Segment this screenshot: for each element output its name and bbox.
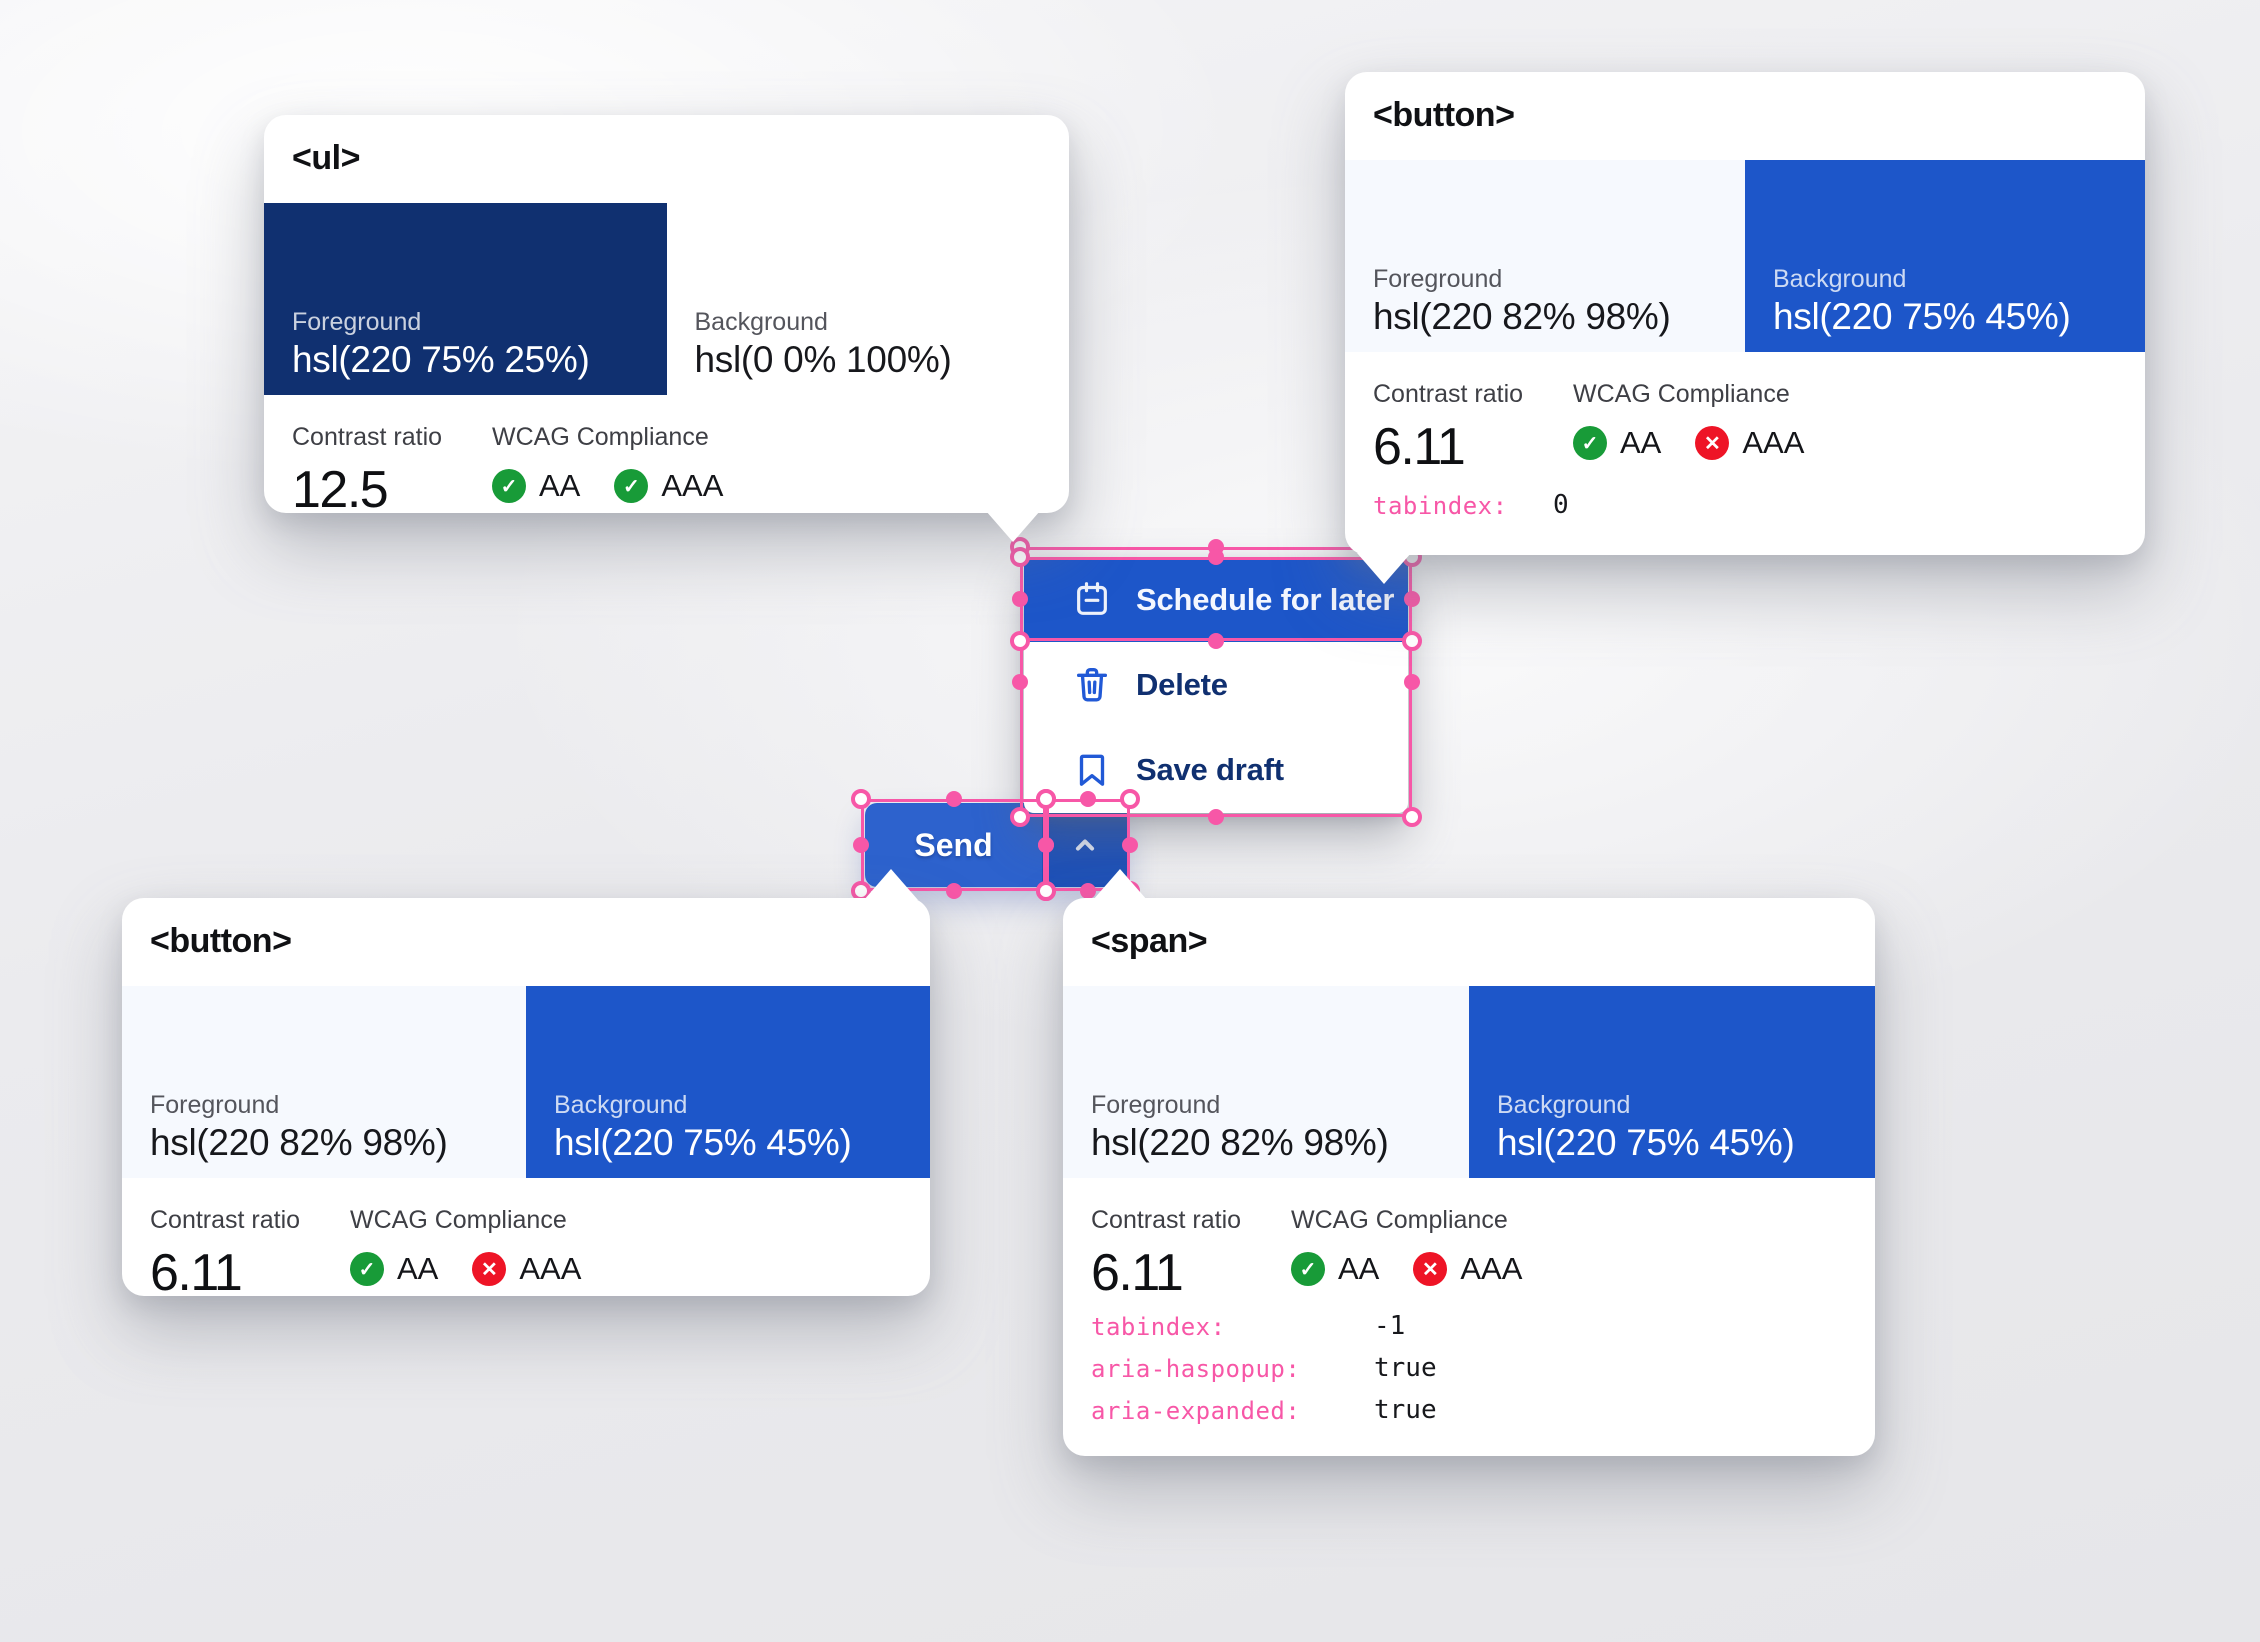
selection-handle[interactable] <box>1010 631 1030 651</box>
selection-handle[interactable] <box>1208 549 1224 565</box>
selection-handle[interactable] <box>851 789 871 809</box>
selection-handle[interactable] <box>1036 789 1056 809</box>
tooltip-arrow <box>1357 553 1411 584</box>
menu-item-delete[interactable]: Delete <box>1024 642 1408 727</box>
menu-item-schedule-for-later[interactable]: Schedule for later <box>1024 557 1408 643</box>
chevron-up-icon <box>1068 828 1102 862</box>
tooltip-arrow <box>864 869 918 900</box>
selection-handle[interactable] <box>1080 883 1096 899</box>
selection-handle[interactable] <box>1404 674 1420 690</box>
a11y-tooltip-card-span: <span> Foreground hsl(220 82% 98%) Backg… <box>1063 869 1875 1456</box>
menu-item-label: Schedule for later <box>1136 581 1395 617</box>
menu-item-label: Save draft <box>1136 752 1284 788</box>
contrast-metrics: Contrast ratio 6.11 WCAG Compliance ✓ AA… <box>1091 1206 1523 1302</box>
contrast-metrics: Contrast ratio 6.11 WCAG Compliance ✓ AA… <box>1373 380 1805 476</box>
aa-pass-icon: ✓ <box>1291 1252 1325 1286</box>
aria-attributes: tabindex: 0 <box>1373 490 2117 534</box>
aa-pass-icon: ✓ <box>492 469 526 503</box>
element-tag: <button> <box>1373 96 1515 134</box>
selection-handle[interactable] <box>1012 674 1028 690</box>
send-options-menu: Schedule for later Delete Save draft <box>1024 557 1408 813</box>
attribute-row: tabindex: -1 <box>1091 1311 1406 1341</box>
element-tag: <button> <box>150 922 292 960</box>
contrast-ratio-value: 6.11 <box>1091 1244 1184 1302</box>
foreground-swatch: Foreground hsl(220 75% 25%) <box>264 203 667 395</box>
a11y-tooltip-card-ul: <ul> Foreground hsl(220 75% 25%) Backgro… <box>264 115 1069 542</box>
selection-handle[interactable] <box>945 883 962 899</box>
trash-icon <box>1072 665 1112 705</box>
contrast-ratio-value: 6.11 <box>1373 418 1466 476</box>
selection-handle[interactable] <box>1010 807 1030 827</box>
selection-handle[interactable] <box>945 791 962 807</box>
aaa-fail-icon: ✕ <box>472 1252 507 1286</box>
element-tag: <span> <box>1091 922 1208 960</box>
selection-handle[interactable] <box>1036 881 1056 901</box>
foreground-swatch: Foreground hsl(220 82% 98%) <box>1063 986 1469 1178</box>
aa-pass-icon: ✓ <box>1573 426 1607 460</box>
color-swatches: Foreground hsl(220 82% 98%) Background h… <box>1345 160 2145 352</box>
attribute-row: tabindex: 0 <box>1373 490 1569 520</box>
color-swatches: Foreground hsl(220 82% 98%) Background h… <box>1063 986 1875 1178</box>
selection-handle[interactable] <box>1122 837 1138 853</box>
tooltip-arrow <box>1093 869 1147 900</box>
bookmark-icon <box>1072 750 1112 790</box>
attribute-row: aria-expanded: true <box>1091 1395 1437 1425</box>
menu-item-label: Delete <box>1136 666 1228 702</box>
calendar-icon <box>1072 580 1112 620</box>
aaa-fail-icon: ✕ <box>1695 426 1730 460</box>
tooltip-arrow <box>986 511 1040 542</box>
selection-handle[interactable] <box>853 837 869 853</box>
send-button-label: Send <box>914 826 993 863</box>
aaa-fail-icon: ✕ <box>1413 1252 1448 1286</box>
selection-handle[interactable] <box>1080 791 1096 807</box>
selection-handle[interactable] <box>1208 809 1224 825</box>
contrast-ratio-value: 6.11 <box>150 1244 243 1302</box>
element-tag: <ul> <box>292 139 360 177</box>
background-swatch: Background hsl(220 75% 45%) <box>1745 160 2145 352</box>
selection-handle[interactable] <box>1404 591 1420 607</box>
color-swatches: Foreground hsl(220 82% 98%) Background h… <box>122 986 930 1178</box>
aaa-pass-icon: ✓ <box>614 469 649 503</box>
contrast-ratio-value: 12.5 <box>292 461 389 519</box>
color-swatches: Foreground hsl(220 75% 25%) Background h… <box>264 203 1069 395</box>
menu-item-save-draft[interactable]: Save draft <box>1024 728 1408 813</box>
contrast-metrics: Contrast ratio 6.11 WCAG Compliance ✓ AA… <box>150 1206 582 1302</box>
a11y-tooltip-card-button-bottom: <button> Foreground hsl(220 82% 98%) Bac… <box>122 869 930 1302</box>
background-swatch: Background hsl(220 75% 45%) <box>526 986 930 1178</box>
selection-handle[interactable] <box>1010 547 1030 567</box>
attribute-row: aria-haspopup: true <box>1091 1353 1437 1383</box>
selection-handle[interactable] <box>1208 633 1224 649</box>
aa-pass-icon: ✓ <box>350 1252 384 1286</box>
foreground-swatch: Foreground hsl(220 82% 98%) <box>122 986 526 1178</box>
contrast-metrics: Contrast ratio 12.5 WCAG Compliance ✓ AA… <box>292 423 724 519</box>
foreground-swatch: Foreground hsl(220 82% 98%) <box>1345 160 1745 352</box>
background-swatch: Background hsl(220 75% 45%) <box>1469 986 1875 1178</box>
selection-handle[interactable] <box>1402 631 1422 651</box>
selection-handle[interactable] <box>1038 837 1054 853</box>
aria-attributes: tabindex: -1 aria-haspopup: true aria-ex… <box>1091 1311 1847 1439</box>
selection-handle[interactable] <box>1402 807 1422 827</box>
background-swatch: Background hsl(0 0% 100%) <box>666 203 1069 395</box>
a11y-tooltip-card-button-top: <button> Foreground hsl(220 82% 98%) Bac… <box>1345 72 2145 584</box>
selection-handle[interactable] <box>1120 789 1140 809</box>
selection-handle[interactable] <box>1012 591 1028 607</box>
